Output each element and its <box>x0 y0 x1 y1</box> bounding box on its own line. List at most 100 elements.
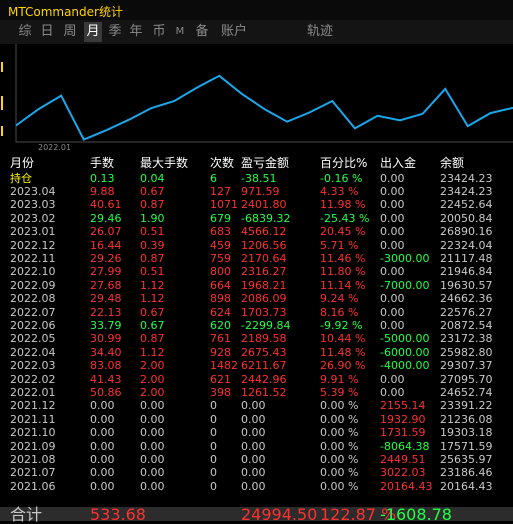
max-lots-cell: 2.00 <box>140 372 165 386</box>
cash-flow-cell: 0.00 <box>380 172 405 185</box>
pnl-cell: -38.51 <box>241 172 277 185</box>
balance-cell: 20872.54 <box>440 319 493 332</box>
count-cell: 0 <box>210 399 217 413</box>
cash-flow-cell: 0.00 <box>380 386 405 399</box>
balance-cell: 23424.23 <box>440 172 493 185</box>
table-row[interactable]: 2022.08 29.48 1.12 898 2086.09 9.24 % 0.00 2466… <box>0 292 513 305</box>
cash-flow-cell: 2155.14 <box>380 399 426 413</box>
pnl-cell: 2675.43 <box>241 345 287 359</box>
balance-cell: 21236.08 <box>440 412 493 426</box>
table-row[interactable]: 2021.11 0.00 0.00 0 0.00 0.00 % 1932.90 21236.0… <box>0 413 513 426</box>
pnl-cell: 0.00 <box>241 412 266 426</box>
balance-cell: 22576.27 <box>440 305 493 319</box>
month-cell: 2022.07 <box>10 305 56 319</box>
count-cell: 621 <box>210 372 231 386</box>
lots-cell: 0.00 <box>90 399 115 413</box>
tab-4[interactable]: 季 <box>108 24 122 39</box>
header-count: 次数 <box>210 156 235 170</box>
lots-cell: 16.44 <box>90 238 122 252</box>
table-row[interactable]: 2023.04 9.88 0.67 127 971.59 4.33 % 0.00 23424.… <box>0 185 513 198</box>
count-cell: 624 <box>210 305 231 319</box>
table-row[interactable]: 2022.10 27.99 0.51 800 2316.27 11.80 % 0.00 219… <box>0 265 513 278</box>
cash-flow-cell: -4000.00 <box>380 359 430 373</box>
tab-7[interactable]: M <box>175 26 185 37</box>
table-row[interactable]: 2022.06 33.79 0.67 620 -2299.84 -9.92 % 0.00 20… <box>0 319 513 332</box>
cash-flow-cell: 1932.90 <box>380 412 426 426</box>
max-lots-cell: 0.00 <box>140 479 165 493</box>
holding-row[interactable]: 持仓 0.13 0.04 6 -38.51 -0.16 % 0.00 23424.23 <box>0 172 513 185</box>
pnl-cell: 0.00 <box>241 439 266 453</box>
balance-cell: 21117.48 <box>440 252 493 265</box>
percent-cell: 11.98 % <box>320 198 366 212</box>
max-lots-cell: 0.39 <box>140 238 165 252</box>
tab-9[interactable]: 账户 <box>220 24 247 39</box>
table-row[interactable]: 2023.03 40.61 0.87 1071 2401.80 11.98 % 0.00 22… <box>0 198 513 211</box>
balance-line-chart: 2022.01 <box>1 44 513 152</box>
table-row[interactable]: 2022.01 50.86 2.00 398 1261.52 5.39 % 0.00 2465… <box>0 386 513 399</box>
balance-cell: 29307.37 <box>440 359 493 373</box>
table-row[interactable]: 2022.04 34.40 1.12 928 2675.43 11.48 % -6000.0… <box>0 346 513 359</box>
count-cell: 928 <box>210 345 231 359</box>
tab-0[interactable]: 综 <box>18 24 32 39</box>
tab-1[interactable]: 日 <box>40 24 54 39</box>
percent-cell: 5.71 % <box>320 238 359 252</box>
header-lots: 手数 <box>90 156 115 170</box>
table-row[interactable]: 2021.08 0.00 0.00 0 0.00 0.00 % 2449.51 25635.9… <box>0 453 513 466</box>
percent-cell: 0.00 % <box>320 412 359 426</box>
table-row[interactable]: 2021.06 0.00 0.00 0 0.00 0.00 % 20164.43 20164.… <box>0 480 513 493</box>
cash-flow-cell: -6000.00 <box>380 345 430 359</box>
tab-5[interactable]: 年 <box>129 24 143 39</box>
table-row[interactable]: 2021.07 0.00 0.00 0 0.00 0.00 % 3022.03 23186.4… <box>0 466 513 479</box>
max-lots-cell: 0.51 <box>140 225 165 239</box>
count-cell: 6 <box>210 172 217 185</box>
lots-cell: 29.26 <box>90 252 122 265</box>
tab-6[interactable]: 币 <box>152 24 166 39</box>
month-cell: 2022.03 <box>10 359 56 373</box>
lots-cell: 0.00 <box>90 466 115 480</box>
table-row[interactable]: 2023.01 26.07 0.51 683 4566.12 20.45 % 0.00 268… <box>0 225 513 238</box>
max-lots-cell: 0.04 <box>140 172 165 185</box>
lots-cell: 0.00 <box>90 453 115 466</box>
table-row[interactable]: 2022.11 29.26 0.87 759 2170.64 11.46 % -3000.0… <box>0 252 513 265</box>
pnl-cell: 0.00 <box>241 466 266 480</box>
table-row[interactable]: 2022.02 41.43 2.00 621 2442.96 9.91 % 0.00 2709… <box>0 373 513 386</box>
max-lots-cell: 0.00 <box>140 439 165 453</box>
table-row[interactable]: 2021.10 0.00 0.00 0 0.00 0.00 % 1731.59 19303.1… <box>0 426 513 439</box>
table-row[interactable]: 2023.02 29.46 1.90 679 -6839.32 -25.43 % 0.00 2… <box>0 212 513 225</box>
balance-cell: 23186.46 <box>440 466 493 480</box>
table-row[interactable]: 2022.05 30.99 0.87 761 2189.58 10.44 % -5000.0… <box>0 332 513 345</box>
month-cell: 2022.09 <box>10 278 56 292</box>
cash-flow-cell: 0.00 <box>380 238 405 252</box>
cash-flow-cell: 0.00 <box>380 265 405 279</box>
pnl-cell: 1261.52 <box>241 386 287 399</box>
max-lots-cell: 0.00 <box>140 453 165 466</box>
balance-series-line <box>15 74 513 141</box>
table-row[interactable]: 2022.07 22.13 0.67 624 1703.73 8.16 % 0.00 2257… <box>0 306 513 319</box>
header-percent: 百分比% <box>320 156 368 170</box>
month-cell: 2023.02 <box>10 211 56 225</box>
table-row[interactable]: 2021.12 0.00 0.00 0 0.00 0.00 % 2155.14 23391.2… <box>0 399 513 412</box>
total-percent: 122.87 % <box>320 505 397 524</box>
table-row[interactable]: 2022.12 16.44 0.39 459 1206.56 5.71 % 0.00 2232… <box>0 239 513 252</box>
count-cell: 664 <box>210 278 231 292</box>
tab-3[interactable]: 月 <box>84 22 102 42</box>
pnl-cell: 1206.56 <box>241 238 287 252</box>
month-cell: 2021.09 <box>10 439 56 453</box>
pnl-cell: 0.00 <box>241 479 266 493</box>
table-row[interactable]: 2021.09 0.00 0.00 0 0.00 0.00 % -8064.38 17571.… <box>0 440 513 453</box>
table-row[interactable]: 2022.09 27.68 1.12 664 1968.21 11.14 % -7000.0… <box>0 279 513 292</box>
count-cell: 0 <box>210 466 217 480</box>
pnl-cell: -2299.84 <box>241 319 291 332</box>
pnl-cell: 4566.12 <box>241 225 287 239</box>
lots-cell: 0.00 <box>90 426 115 440</box>
tab-10[interactable]: 轨迹 <box>306 24 333 39</box>
lots-cell: 41.43 <box>90 372 122 386</box>
percent-cell: -0.16 % <box>320 172 363 185</box>
lots-cell: 33.79 <box>90 319 122 332</box>
max-lots-cell: 2.00 <box>140 386 165 399</box>
month-cell: 2022.04 <box>10 345 56 359</box>
table-row[interactable]: 2022.03 83.08 2.00 1482 6211.67 26.90 % -4000.… <box>0 359 513 372</box>
tab-8[interactable]: 备 <box>195 24 209 39</box>
balance-cell: 17571.59 <box>440 439 493 453</box>
tab-2[interactable]: 周 <box>63 24 77 39</box>
